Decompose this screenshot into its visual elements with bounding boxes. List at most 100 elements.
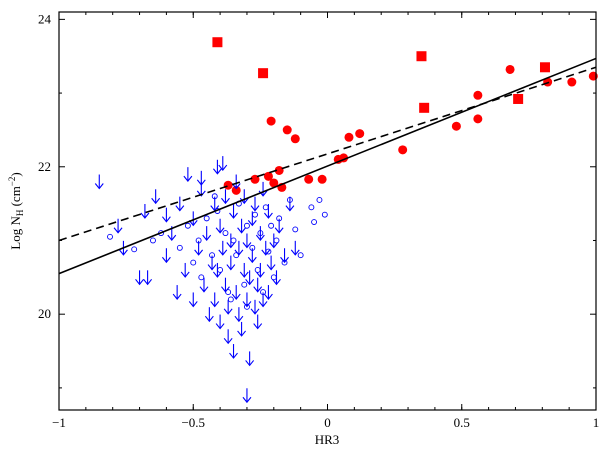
upper-limit-arrow [285, 196, 295, 212]
upper-limit-arrow [272, 270, 281, 286]
upper-limit-arrow [151, 189, 161, 205]
blue-open-circle-point [297, 252, 304, 259]
upper-limit-arrow [242, 388, 252, 404]
x-tick-label: 1 [593, 415, 600, 430]
upper-limit-arrow [194, 240, 204, 256]
red-square-point [539, 62, 550, 73]
blue-open-circle-point [230, 237, 237, 244]
upper-limit-arrow [250, 196, 260, 212]
red-circle-point [223, 180, 233, 190]
x-tick-label: 0 [324, 415, 331, 430]
blue-open-circle-point [184, 222, 191, 229]
upper-limit-arrow [234, 240, 244, 256]
upper-limit-arrow [229, 344, 238, 359]
upper-limit-arrow [239, 262, 249, 278]
upper-limit-arrow [212, 262, 222, 278]
plot-frame [58, 11, 597, 411]
upper-limit-arrow [231, 285, 241, 300]
blue-open-circle-point [150, 237, 156, 244]
blue-open-circle-point [262, 204, 269, 211]
upper-limit-arrow [242, 233, 252, 249]
upper-limit-arrow [202, 226, 212, 241]
upper-limit-arrow [221, 277, 230, 293]
red-square-point [513, 93, 524, 104]
red-circle-point [473, 114, 483, 124]
blue-open-circle-point [254, 267, 261, 273]
upper-limit-arrow [290, 240, 300, 256]
y-axis-label-subscript: H [15, 209, 25, 216]
chart-marks [94, 37, 598, 404]
dashed-fit-line [58, 66, 597, 242]
upper-limit-arrow [242, 292, 252, 308]
upper-limit-arrow [231, 174, 241, 190]
red-circle-point [282, 125, 292, 135]
red-square-point [416, 51, 427, 62]
y-axis-label-units-exponent: −2 [7, 177, 17, 187]
y-axis-label-units: (cm [8, 186, 23, 209]
axis-ticks: −1 −0.5 0 0.5 1 20 22 24 [38, 11, 599, 430]
upper-limit-arrow [172, 285, 182, 300]
blue-open-circle-point [316, 196, 323, 203]
upper-limit-arrow [226, 255, 236, 271]
upper-limit-arrow [247, 211, 257, 227]
blue-open-circle-point [270, 274, 277, 281]
upper-limit-arrow [204, 307, 214, 323]
fit-lines [58, 57, 597, 275]
upper-limit-arrow [175, 196, 185, 212]
blue-open-circle-point [241, 281, 248, 288]
red-circle-point [398, 145, 408, 155]
blue-open-circle-point [198, 274, 205, 281]
blue-open-circle-point [292, 226, 299, 233]
upper-limit-arrow [223, 299, 233, 315]
red-circle-point [355, 129, 365, 139]
upper-limit-arrow [188, 211, 198, 227]
red-square-point [258, 68, 269, 79]
upper-limit-arrow [161, 248, 171, 264]
red-circle-point [567, 77, 577, 87]
upper-limit-arrow [218, 240, 228, 256]
y-tick-label: 24 [38, 11, 52, 26]
upper-limit-arrow [237, 321, 247, 337]
red-circle-point [274, 165, 284, 175]
upper-limit-arrow [143, 270, 153, 286]
red-circle-point [473, 90, 483, 100]
upper-limit-arrow [261, 240, 271, 256]
upper-limit-arrow [94, 174, 104, 190]
upper-limit-arrow [274, 218, 284, 234]
red-circle-point [266, 116, 276, 126]
blue-open-circle-point [190, 259, 197, 266]
upper-limit-arrow [188, 292, 198, 308]
y-tick-label: 22 [38, 159, 51, 174]
upper-limit-arrow [215, 314, 225, 330]
red-circle-point [451, 121, 461, 131]
upper-limit-arrow [180, 262, 190, 278]
upper-limit-arrow [229, 204, 238, 219]
y-axis-label: Log NH (cm−2) [7, 172, 25, 249]
blue-open-circle-point [217, 267, 224, 273]
upper-limit-arrow [264, 204, 273, 219]
upper-limit-arrow [223, 329, 233, 345]
upper-limit-arrow [161, 207, 171, 223]
upper-limit-arrow [264, 285, 273, 300]
upper-limit-arrow [269, 233, 279, 249]
red-circle-point [269, 178, 279, 188]
upper-limit-arrow [210, 292, 220, 308]
upper-limit-arrow [226, 233, 236, 249]
blue-open-circle-point [321, 211, 328, 218]
red-square-point [419, 102, 430, 113]
x-axis-label: HR3 [315, 432, 340, 447]
upper-limit-arrow [237, 218, 247, 234]
upper-limit-arrow [258, 292, 268, 308]
upper-limit-arrow [196, 170, 206, 186]
upper-limit-arrow [212, 159, 222, 175]
blue-open-circle-point [308, 204, 315, 211]
blue-open-circle-point [268, 222, 275, 229]
x-tick-label: 0.5 [454, 415, 470, 430]
upper-limit-arrow [207, 255, 217, 271]
red-circle-point [317, 174, 327, 184]
blue-open-circle-point [252, 211, 258, 218]
upper-limit-arrow [253, 314, 263, 330]
upper-limit-arrow [280, 248, 289, 264]
upper-limit-arrow [113, 218, 123, 234]
